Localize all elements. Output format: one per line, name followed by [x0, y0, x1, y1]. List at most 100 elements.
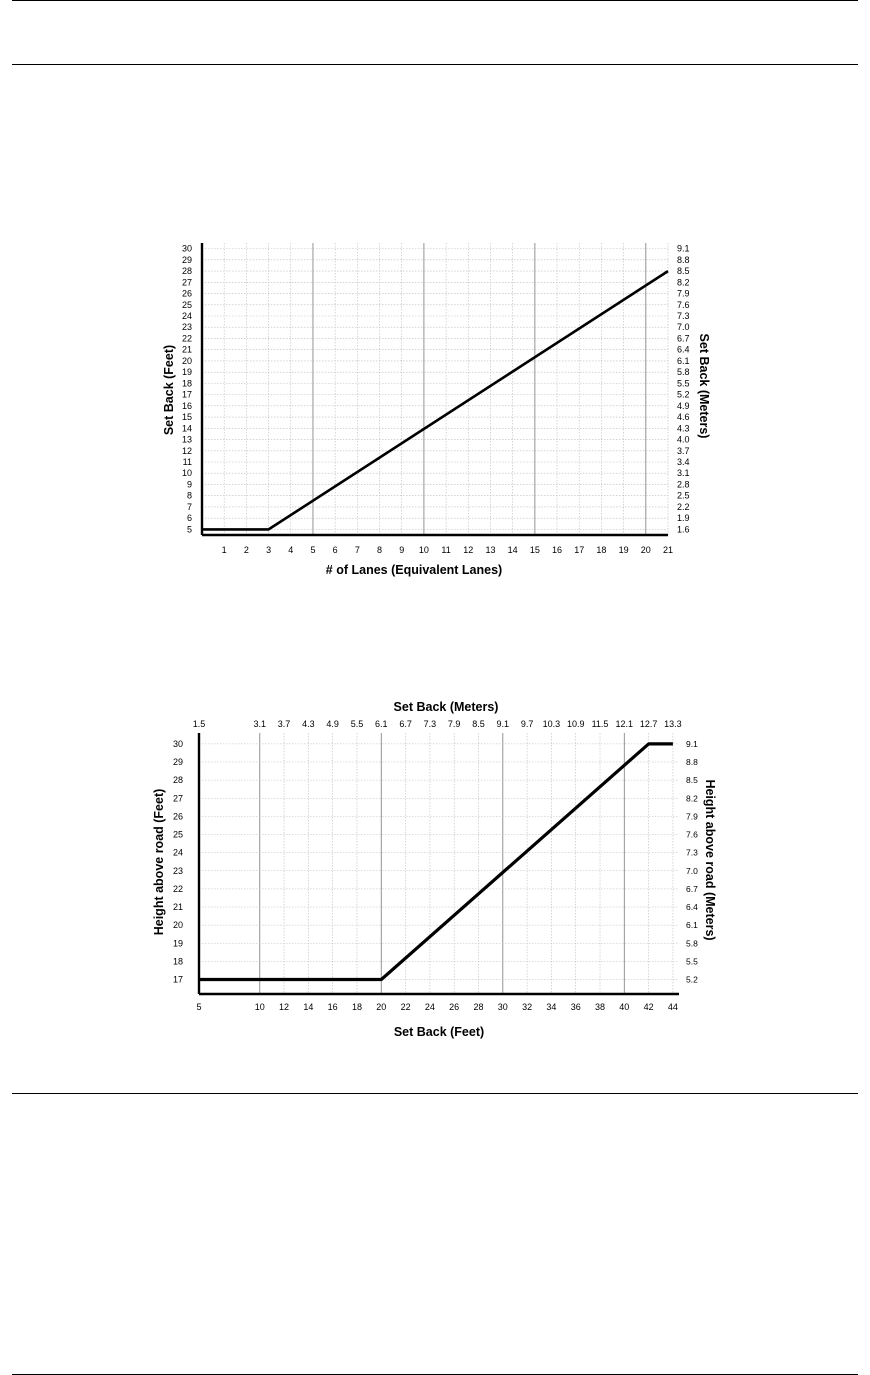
chart1-y2-tick-label: 4.9 [677, 401, 690, 411]
chart1-y-tick-label: 21 [182, 345, 192, 355]
chart1-y-tick-label: 27 [182, 277, 192, 287]
chart1-x-tick-label: 8 [377, 545, 382, 555]
chart2-x-tick-label: 22 [401, 1002, 411, 1012]
chart2-y-tick-label: 26 [173, 811, 183, 821]
chart2-y-tick-labels: 17 18 19 20 21 22 23 24 25 26 27 28 29 30 [173, 739, 183, 985]
lanes-setback-chart: 1 2 3 4 5 6 7 8 9 10 11 12 13 14 15 16 17 18 19 20 21 567891… [162, 243, 711, 577]
chart2-x2-tick-label: 5.5 [351, 719, 364, 729]
chart2-x2-tick-label: 9.7 [521, 719, 534, 729]
chart1-y2-tick-label: 6.4 [677, 345, 690, 355]
chart1-y2-axis-label: Set Back (Meters) [697, 334, 711, 439]
chart1-x-tick-label: 3 [266, 545, 271, 555]
chart2-x2-tick-labels: 1.5 3.1 3.7 4.3 4.9 5.5 6.1 6.7 7.3 7.9 8.5 9.1 9.7 1… [193, 719, 682, 729]
chart2-y2-tick-label: 8.8 [686, 757, 698, 767]
chart2-x2-tick-label: 11.5 [592, 719, 609, 729]
chart2-y-tick-label: 28 [173, 775, 183, 785]
chart1-x-tick-label: 16 [552, 545, 562, 555]
chart1-x-tick-label: 12 [463, 545, 473, 555]
chart2-x-tick-label: 38 [595, 1002, 605, 1012]
chart1-x-tick-label: 2 [244, 545, 249, 555]
chart1-y2-tick-label: 4.3 [677, 423, 690, 433]
chart2-y2-tick-label: 6.7 [686, 884, 698, 894]
chart2-x-tick-label: 36 [571, 1002, 581, 1012]
chart1-x-tick-label: 4 [288, 545, 293, 555]
chart1-y-tick-label: 29 [182, 255, 192, 265]
chart1-x-tick-label: 21 [663, 545, 673, 555]
chart2-axes [197, 733, 679, 996]
chart1-y2-tick-label: 1.6 [677, 524, 690, 534]
chart2-x2-tick-label: 12.1 [616, 719, 634, 729]
chart2-y-tick-label: 18 [173, 956, 183, 966]
chart2-x2-tick-label: 13.3 [664, 719, 682, 729]
chart1-y2-tick-label: 3.7 [677, 446, 690, 456]
chart2-x2-tick-label: 10.3 [543, 719, 561, 729]
chart2-y2-tick-label: 5.8 [686, 938, 698, 948]
chart1-y-tick-label: 14 [182, 423, 192, 433]
chart1-y-tick-label: 23 [182, 322, 192, 332]
chart2-y-axis-label: Height above road (Feet) [152, 789, 166, 936]
chart2-y2-tick-label: 8.2 [686, 793, 698, 803]
chart1-y-tick-label: 6 [187, 513, 192, 523]
chart1-y-tick-label: 19 [182, 367, 192, 377]
chart1-x-tick-label: 18 [596, 545, 606, 555]
chart1-y2-tick-label: 2.5 [677, 491, 690, 501]
chart2-x-tick-label: 26 [449, 1002, 459, 1012]
chart1-y2-tick-label: 7.0 [677, 322, 690, 332]
chart1-y-axis-label: Set Back (Feet) [162, 345, 176, 435]
chart1-y-tick-label: 24 [182, 311, 192, 321]
chart1-y2-tick-label: 8.8 [677, 255, 690, 265]
chart2-y2-tick-label: 9.1 [686, 739, 698, 749]
chart1-x-tick-label: 17 [574, 545, 584, 555]
chart2-y2-tick-label: 7.9 [686, 811, 698, 821]
chart1-y2-tick-label: 8.2 [677, 277, 690, 287]
chart2-y2-tick-label: 8.5 [686, 775, 698, 785]
chart1-y2-tick-label: 7.3 [677, 311, 690, 321]
chart2-x2-tick-label: 6.7 [399, 719, 412, 729]
chart1-x-tick-label: 15 [530, 545, 540, 555]
chart2-y-tick-label: 20 [173, 920, 183, 930]
chart2-x-tick-label: 42 [644, 1002, 654, 1012]
chart2-y-tick-label: 17 [173, 975, 183, 985]
chart1-x-tick-label: 1 [222, 545, 227, 555]
chart2-x-tick-label: 10 [255, 1002, 265, 1012]
chart1-y2-tick-label: 6.7 [677, 333, 690, 343]
chart2-y2-tick-label: 7.0 [686, 866, 698, 876]
chart1-y-tick-label: 8 [187, 491, 192, 501]
chart1-y2-tick-label: 3.4 [677, 457, 690, 467]
chart1-y-tick-label: 18 [182, 378, 192, 388]
chart1-y2-tick-label: 2.8 [677, 479, 690, 489]
chart2-y2-tick-labels: 5.2 5.5 5.8 6.1 6.4 6.7 7.0 7.3 7.6 7.9 8.2 8.5 8.8 9… [686, 739, 698, 985]
chart2-x2-tick-label: 9.1 [497, 719, 510, 729]
chart2-x-tick-label: 14 [303, 1002, 313, 1012]
chart2-y-tick-label: 29 [173, 757, 183, 767]
chart2-y2-tick-label: 6.4 [686, 902, 698, 912]
chart1-x-tick-label: 5 [310, 545, 315, 555]
chart1-y-tick-label: 16 [182, 401, 192, 411]
chart2-y2-tick-label: 7.6 [686, 830, 698, 840]
chart2-x2-tick-label: 3.1 [254, 719, 267, 729]
chart1-x-tick-labels: 1 2 3 4 5 6 7 8 9 10 11 12 13 14 15 16 17 18 19 20 21 [222, 545, 673, 555]
chart1-y-tick-label: 26 [182, 289, 192, 299]
chart2-x-tick-label: 28 [473, 1002, 483, 1012]
chart2-y2-tick-label: 5.5 [686, 956, 698, 966]
chart2-x-tick-label: 34 [546, 1002, 556, 1012]
chart2-x2-tick-label: 4.9 [326, 719, 339, 729]
chart2-y-tick-label: 22 [173, 884, 183, 894]
chart1-x-tick-label: 14 [508, 545, 518, 555]
header-rule-lower [12, 64, 858, 65]
chart1-y-tick-label: 15 [182, 412, 192, 422]
chart1-x-tick-label: 19 [619, 545, 629, 555]
chart1-x-axis-label: # of Lanes (Equivalent Lanes) [326, 563, 502, 577]
chart2-x2-tick-label: 8.5 [472, 719, 485, 729]
chart1-grid [202, 243, 669, 535]
chart2-y-tick-label: 30 [173, 739, 183, 749]
chart2-x-tick-label: 30 [498, 1002, 508, 1012]
chart1-y-tick-label: 28 [182, 266, 192, 276]
chart1-y-tick-label: 11 [183, 457, 192, 467]
chart1-y2-tick-label: 5.2 [677, 390, 690, 400]
chart2-x-tick-label: 32 [522, 1002, 532, 1012]
chart2-y-tick-label: 19 [173, 938, 183, 948]
chart2-x2-tick-label: 4.3 [302, 719, 315, 729]
chart2-grid [198, 733, 679, 994]
